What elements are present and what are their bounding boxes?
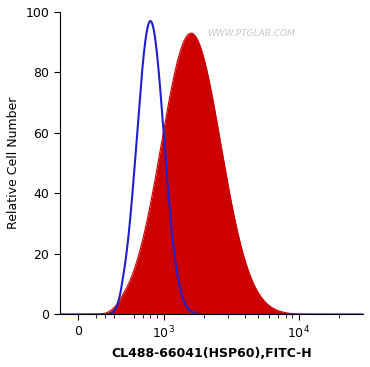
- Y-axis label: Relative Cell Number: Relative Cell Number: [7, 97, 20, 229]
- X-axis label: CL488-66041(HSP60),FITC-H: CL488-66041(HSP60),FITC-H: [111, 347, 312, 360]
- Text: WWW.PTGLAB.COM: WWW.PTGLAB.COM: [207, 29, 295, 38]
